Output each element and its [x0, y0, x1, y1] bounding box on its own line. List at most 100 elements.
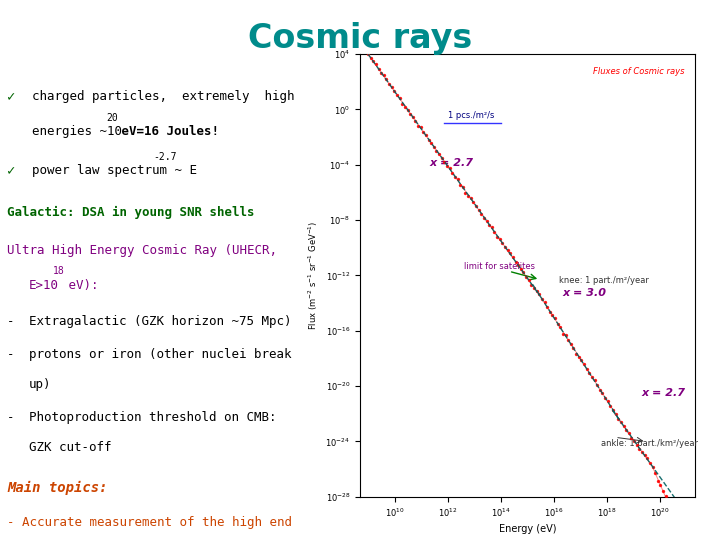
Point: [459, 188, 471, 197]
Point: [618, 421, 629, 430]
Point: [399, 103, 410, 112]
Text: x = 2.7: x = 2.7: [642, 388, 685, 398]
Point: [668, 511, 680, 520]
Point: [383, 80, 395, 89]
Point: [623, 429, 634, 438]
Point: [534, 289, 545, 298]
Point: [426, 139, 437, 147]
Point: [381, 75, 392, 84]
Text: x = 3.0: x = 3.0: [562, 288, 606, 299]
X-axis label: Energy (eV): Energy (eV): [499, 524, 556, 535]
Point: [452, 175, 464, 184]
Point: [570, 349, 582, 358]
Point: [552, 319, 564, 328]
Text: -: -: [7, 315, 14, 328]
Point: [489, 227, 500, 236]
Point: [647, 462, 658, 471]
Point: [362, 49, 374, 58]
Point: [370, 60, 382, 69]
Text: -: -: [7, 348, 14, 361]
Point: [486, 223, 498, 232]
Text: Photoproduction threshold on CMB:: Photoproduction threshold on CMB:: [29, 411, 276, 424]
Point: [539, 298, 550, 307]
Point: [549, 314, 561, 323]
Text: E>10: E>10: [29, 279, 59, 292]
Point: [462, 192, 474, 200]
Point: [499, 243, 510, 252]
Point: [465, 194, 477, 202]
Point: [642, 454, 653, 462]
Text: x = 2.7: x = 2.7: [429, 158, 473, 168]
Point: [431, 147, 442, 156]
Point: [631, 440, 642, 449]
Point: [446, 168, 458, 177]
Point: [567, 344, 579, 353]
Point: [473, 205, 485, 214]
Point: [621, 425, 632, 434]
Text: - Accurate measurement of the high end: - Accurate measurement of the high end: [7, 516, 292, 529]
Point: [389, 87, 400, 96]
Point: [367, 57, 379, 65]
Point: [607, 406, 618, 415]
Point: [407, 112, 418, 121]
Point: [626, 434, 637, 442]
Text: charged particles,  extremely  high: charged particles, extremely high: [32, 90, 295, 104]
Point: [541, 302, 553, 311]
Point: [413, 121, 424, 130]
Point: [428, 142, 440, 151]
Point: [662, 499, 674, 508]
Point: [494, 235, 505, 244]
Point: [565, 340, 577, 349]
Point: [597, 389, 608, 397]
Point: [652, 476, 664, 485]
Text: -: -: [7, 411, 14, 424]
Point: [365, 53, 377, 62]
Point: [391, 91, 402, 99]
Point: [481, 217, 492, 226]
Point: [397, 99, 408, 108]
Point: [605, 402, 616, 410]
Point: [554, 322, 566, 331]
Point: [378, 71, 390, 79]
Text: ✓: ✓: [7, 90, 16, 104]
Text: eV=16 Joules!: eV=16 Joules!: [114, 125, 220, 138]
Point: [560, 331, 572, 340]
Point: [507, 253, 518, 261]
Point: [665, 505, 677, 514]
Point: [405, 110, 416, 118]
Text: GZK cut-off: GZK cut-off: [29, 441, 112, 454]
Text: up): up): [29, 378, 51, 391]
Text: Galactic: DSA in young SNR shells: Galactic: DSA in young SNR shells: [7, 206, 255, 219]
Text: energies ~10: energies ~10: [32, 125, 122, 138]
Text: eV):: eV):: [61, 279, 99, 292]
Point: [433, 150, 445, 158]
Text: ankle: 1 part./km²/year: ankle: 1 part./km²/year: [601, 438, 698, 448]
Point: [436, 154, 448, 163]
Point: [523, 276, 534, 285]
Point: [526, 280, 537, 289]
Point: [375, 69, 387, 77]
Point: [528, 284, 540, 293]
Text: Fluxes of Cosmic rays: Fluxes of Cosmic rays: [593, 68, 685, 76]
Point: [373, 65, 384, 73]
Text: Main topics:: Main topics:: [7, 481, 108, 495]
Point: [629, 437, 640, 445]
Point: [636, 448, 648, 456]
Point: [402, 106, 413, 114]
Text: Extragalactic (GZK horizon ~75 Mpc): Extragalactic (GZK horizon ~75 Mpc): [29, 315, 292, 328]
Text: limit for satelites: limit for satelites: [464, 262, 535, 271]
Text: Cosmic rays: Cosmic rays: [248, 22, 472, 55]
Point: [634, 444, 645, 453]
Point: [578, 359, 590, 368]
Point: [599, 393, 611, 402]
Point: [583, 369, 595, 378]
Point: [505, 249, 516, 258]
Point: [470, 201, 482, 210]
Point: [586, 373, 598, 382]
Point: [441, 161, 453, 170]
Text: ✓: ✓: [7, 164, 16, 178]
Point: [670, 518, 682, 527]
Text: knee: 1 part./m²/year: knee: 1 part./m²/year: [559, 275, 649, 285]
Point: [483, 220, 495, 229]
Point: [657, 487, 669, 495]
